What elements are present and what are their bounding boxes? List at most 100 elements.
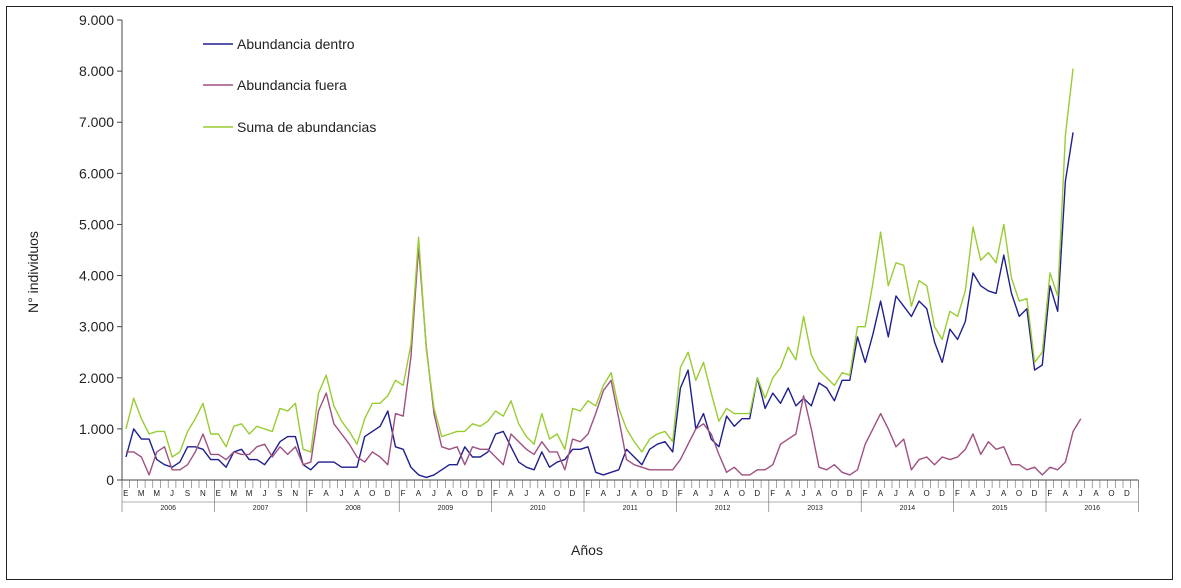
- x-month-label: A: [878, 489, 884, 498]
- x-month-label: J: [524, 489, 528, 498]
- legend-label: Abundancia fuera: [237, 77, 347, 93]
- x-month-label: O: [369, 489, 375, 498]
- x-month-label: A: [631, 489, 637, 498]
- x-month-label: A: [323, 489, 329, 498]
- x-year-label: 2012: [715, 505, 731, 512]
- x-axis-title: Años: [571, 542, 603, 558]
- x-month-label: F: [955, 489, 960, 498]
- x-month-label: M: [153, 489, 160, 498]
- x-month-label: O: [739, 489, 745, 498]
- x-month-label: M: [138, 489, 145, 498]
- series-line-abundancia-fuera: [126, 246, 1082, 476]
- x-month-label: F: [493, 489, 498, 498]
- x-year-label: 2014: [900, 505, 916, 512]
- x-year-label: 2007: [253, 505, 269, 512]
- x-month-label: A: [508, 489, 514, 498]
- legend-label: Suma de abundancias: [237, 119, 376, 135]
- x-month-label: A: [539, 489, 545, 498]
- x-year-label: 2006: [160, 505, 176, 512]
- x-month-label: O: [1016, 489, 1022, 498]
- x-month-label: D: [662, 489, 668, 498]
- x-month-label: A: [816, 489, 822, 498]
- x-month-label: A: [785, 489, 791, 498]
- x-month-label: F: [585, 489, 590, 498]
- x-month-label: J: [986, 489, 990, 498]
- x-month-label: A: [416, 489, 422, 498]
- x-month-label: J: [894, 489, 898, 498]
- y-axis-title: N° individuos: [25, 231, 41, 313]
- legend: Abundancia dentro Abundancia fuera Suma de…: [203, 36, 376, 135]
- x-month-label: D: [477, 489, 483, 498]
- y-tick-label: 9.000: [79, 12, 114, 28]
- x-month-label: O: [1108, 489, 1114, 498]
- x-month-label: D: [1124, 489, 1130, 498]
- x-month-label: O: [554, 489, 560, 498]
- y-tick-label: 2.000: [79, 370, 114, 386]
- x-month-label: N: [200, 489, 206, 498]
- series-line-abundancia-dentro: [125, 132, 1074, 479]
- y-tick-label: 4.000: [79, 268, 114, 284]
- x-month-label: A: [970, 489, 976, 498]
- series-line-suma-de-abundancias: [125, 68, 1074, 458]
- y-axis: 0 1.000 2.000 3.000 4.000 5.000 6.000 7.000 8.00…: [79, 12, 123, 488]
- x-month-label: N: [292, 489, 298, 498]
- x-month-label: S: [185, 489, 190, 498]
- x-month-label: J: [801, 489, 805, 498]
- x-year-label: 2013: [807, 505, 823, 512]
- x-month-label: F: [863, 489, 868, 498]
- x-month-label: J: [709, 489, 713, 498]
- x-month-label: J: [262, 489, 266, 498]
- x-month-label: D: [1032, 489, 1038, 498]
- y-tick-label: 5.000: [79, 216, 114, 232]
- x-month-label: E: [123, 489, 128, 498]
- x-month-label: D: [939, 489, 945, 498]
- x-month-label: A: [724, 489, 730, 498]
- x-month-label: E: [216, 489, 221, 498]
- x-year-label: 2008: [345, 505, 361, 512]
- x-month-label: J: [1079, 489, 1083, 498]
- x-month-label: O: [831, 489, 837, 498]
- x-month-label: D: [754, 489, 760, 498]
- series-group: [125, 68, 1082, 479]
- x-month-label: A: [447, 489, 453, 498]
- y-tick-label: 3.000: [79, 319, 114, 335]
- y-tick-label: 8.000: [79, 63, 114, 79]
- x-year-label: 2015: [992, 505, 1008, 512]
- x-month-label: D: [847, 489, 853, 498]
- x-year-label: 2010: [530, 505, 546, 512]
- y-tick-label: 6.000: [79, 165, 114, 181]
- x-year-label: 2011: [623, 505, 638, 512]
- y-tick-label: 1.000: [79, 421, 114, 437]
- x-year-label: 2009: [438, 505, 454, 512]
- y-tick-label: 7.000: [79, 114, 114, 130]
- x-month-label: A: [1001, 489, 1007, 498]
- x-month-label: J: [432, 489, 436, 498]
- legend-label: Abundancia dentro: [237, 36, 355, 52]
- x-month-label: D: [385, 489, 391, 498]
- x-month-label: A: [1063, 489, 1069, 498]
- x-month-label: S: [277, 489, 282, 498]
- x-year-label: 2016: [1084, 505, 1100, 512]
- x-month-label: F: [678, 489, 683, 498]
- x-month-label: A: [601, 489, 607, 498]
- x-month-label: F: [1047, 489, 1052, 498]
- x-month-label: D: [570, 489, 576, 498]
- x-month-label: A: [693, 489, 699, 498]
- x-month-label: O: [924, 489, 930, 498]
- x-month-label: F: [308, 489, 313, 498]
- x-month-label: A: [909, 489, 915, 498]
- y-tick-label: 0: [106, 472, 114, 488]
- x-month-label: J: [339, 489, 343, 498]
- x-month-label: M: [246, 489, 253, 498]
- x-month-label: O: [462, 489, 468, 498]
- x-month-label: M: [230, 489, 237, 498]
- x-month-label: A: [354, 489, 360, 498]
- x-month-label: A: [1093, 489, 1099, 498]
- x-month-label: J: [170, 489, 174, 498]
- chart-frame: [6, 6, 1173, 580]
- x-month-label: F: [770, 489, 775, 498]
- x-month-label: J: [617, 489, 621, 498]
- x-month-label: O: [646, 489, 652, 498]
